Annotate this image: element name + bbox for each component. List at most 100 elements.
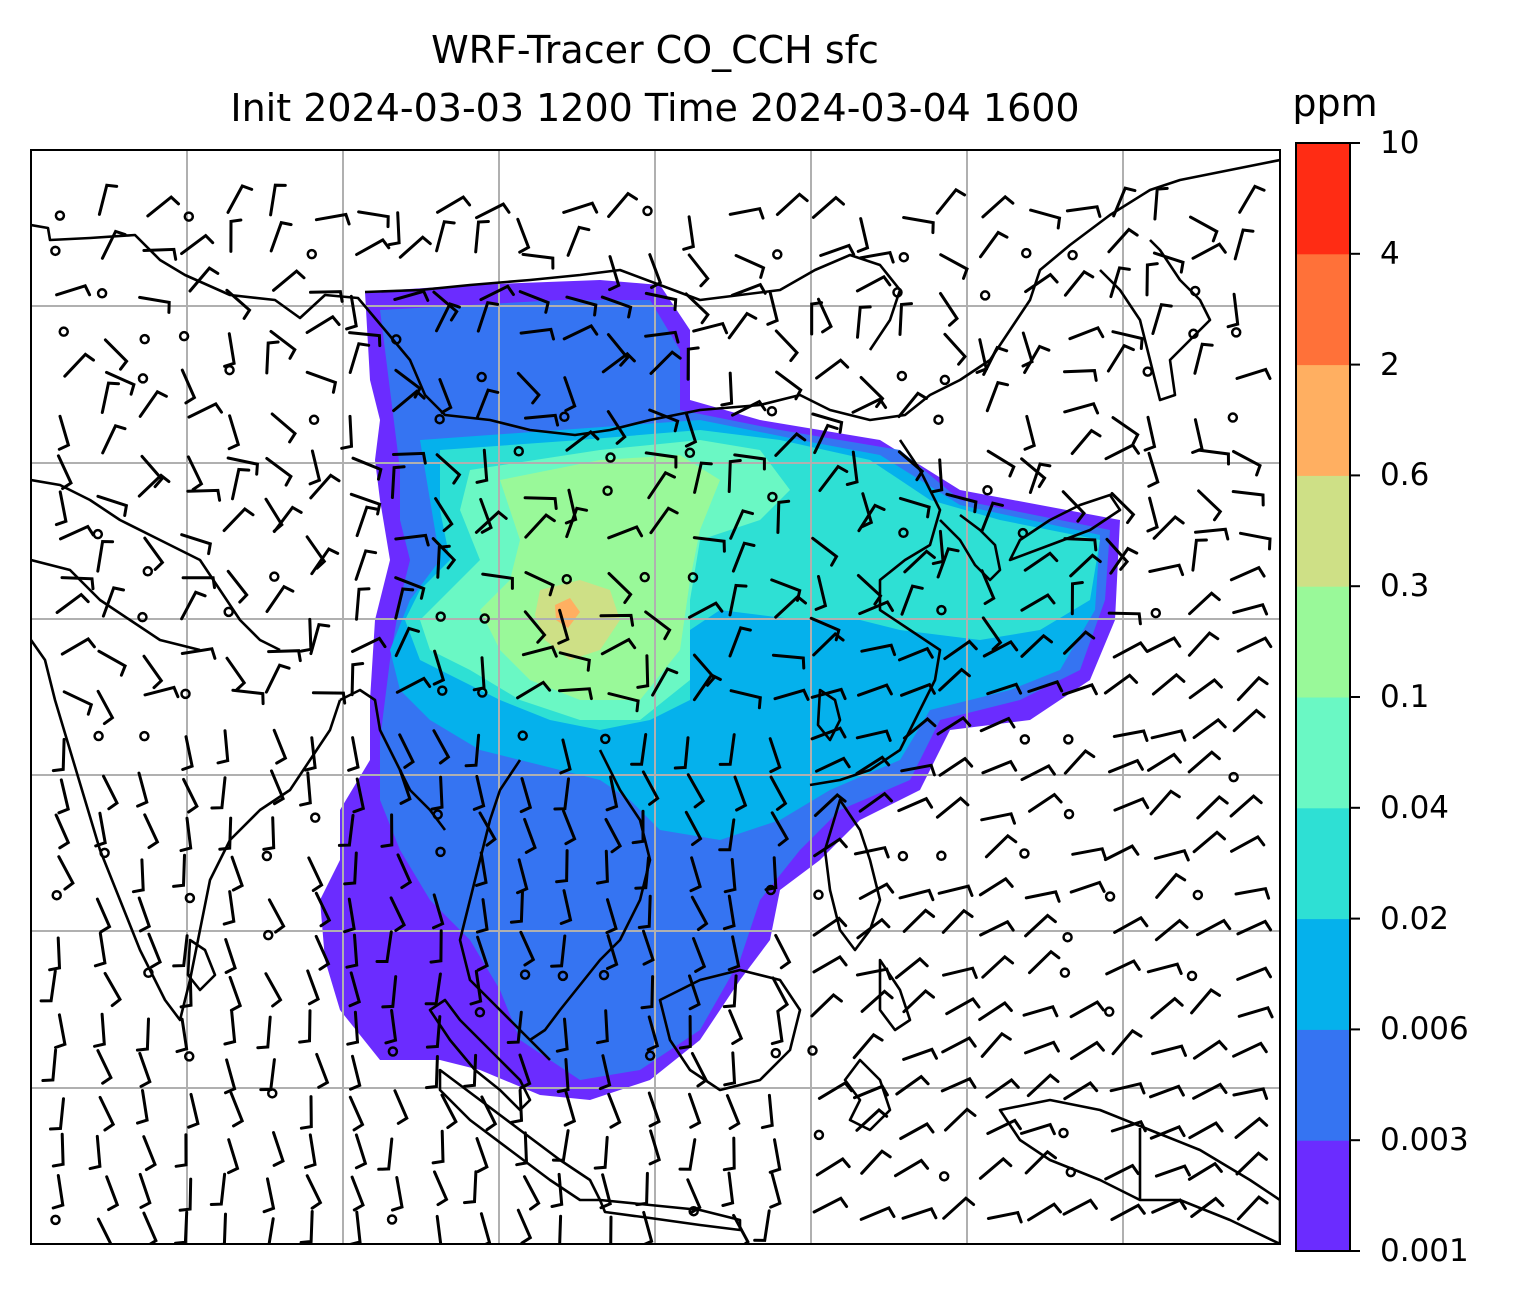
wind-barb [942,966,978,979]
wind-barb [222,507,255,533]
calm-wind-marker [432,809,443,820]
wind-barb [607,191,638,218]
wind-barb [550,934,567,968]
wind-barb [434,497,454,532]
wind-barb [1232,1041,1268,1058]
calm-wind-marker [479,613,490,624]
wind-barb [1063,630,1096,655]
wind-barb [1236,636,1273,653]
wind-barb [648,408,680,433]
wind-barb [555,1017,569,1053]
wind-barb [939,292,959,327]
wind-barb [727,311,758,340]
wind-barb [1238,184,1266,214]
wind-barb [225,656,247,692]
wind-barb [1190,1196,1225,1218]
colorbar-tick-label: 0.006 [1380,1011,1469,1048]
wind-barbs [39,183,1274,1244]
wind-barb [630,733,648,766]
wind-barb [345,933,359,969]
wind-barb [394,576,426,600]
wind-barb [518,290,550,314]
wind-barb [686,773,706,809]
wind-barb [54,1013,67,1049]
wind-barb [644,610,672,641]
calm-wind-marker [54,210,66,221]
colorbar-segment [1296,697,1350,809]
wind-barb [728,206,765,220]
calm-wind-marker [137,611,148,623]
wind-barb [100,229,127,260]
wind-barb [346,1010,360,1046]
wind-barb [398,769,412,805]
calm-wind-marker [96,288,108,299]
wind-barb [224,938,237,974]
wind-barb [686,1178,702,1215]
wind-barb [381,975,398,1009]
colorbar [1295,142,1360,1252]
calm-wind-marker [600,733,611,745]
calm-wind-marker [308,414,320,426]
colorbar-segment [1296,475,1350,587]
wind-barb [1236,1195,1269,1221]
calm-wind-marker [99,847,110,859]
wind-barb [227,1138,240,1175]
wind-barb [641,770,660,806]
wind-barb [62,690,94,716]
wind-barb [902,989,935,1014]
calm-wind-marker [936,850,947,862]
wind-barb [596,1009,609,1045]
wind-barb [938,756,974,777]
calm-wind-marker [813,1129,825,1141]
wind-barb [729,509,754,540]
wind-barb [180,647,217,660]
calm-wind-marker [1059,967,1071,978]
wind-barb [856,917,891,940]
wind-barb [348,342,371,374]
wind-barb [1153,849,1190,862]
wind-barb [607,1092,622,1129]
calm-wind-marker [139,333,150,345]
wind-barb [1111,330,1144,350]
calm-wind-marker [772,249,783,260]
wind-barb [1233,228,1255,261]
wind-barb [479,1212,492,1244]
wind-barb [180,590,207,621]
wind-barb [644,291,678,312]
calm-wind-marker [184,892,196,904]
wind-barb [598,1054,612,1091]
wind-barb [1151,672,1186,696]
wind-barb [1196,795,1229,820]
wind-barb [475,202,511,220]
wind-barb [54,813,71,850]
wind-barb [314,934,331,971]
calm-wind-marker [223,606,234,618]
calm-wind-marker [93,730,104,742]
wind-barb [272,505,303,533]
wind-barb [1152,515,1185,540]
wind-barb [267,1217,275,1244]
wind-barb [230,855,244,892]
wind-barb [431,1129,445,1165]
wind-barb [143,536,165,571]
calm-wind-marker [267,1088,278,1099]
wind-barb [1191,418,1204,454]
wind-barb [562,809,577,846]
wind-barb [103,971,122,1008]
wind-barb [227,414,241,451]
wind-barb [599,613,635,627]
wind-barb [604,818,623,854]
wind-barb [384,1009,398,1045]
wind-barb [521,252,555,270]
wind-barb [435,1214,443,1244]
calm-wind-marker [687,572,699,583]
wind-barb [810,993,843,1018]
wind-barb [894,1158,930,1178]
wind-barb [265,456,293,487]
calm-wind-marker [261,850,273,862]
wind-barb [103,338,129,371]
wind-barb [41,1048,58,1082]
wind-barb [96,539,115,573]
wind-barb [391,1176,404,1212]
wind-barb [305,535,327,570]
